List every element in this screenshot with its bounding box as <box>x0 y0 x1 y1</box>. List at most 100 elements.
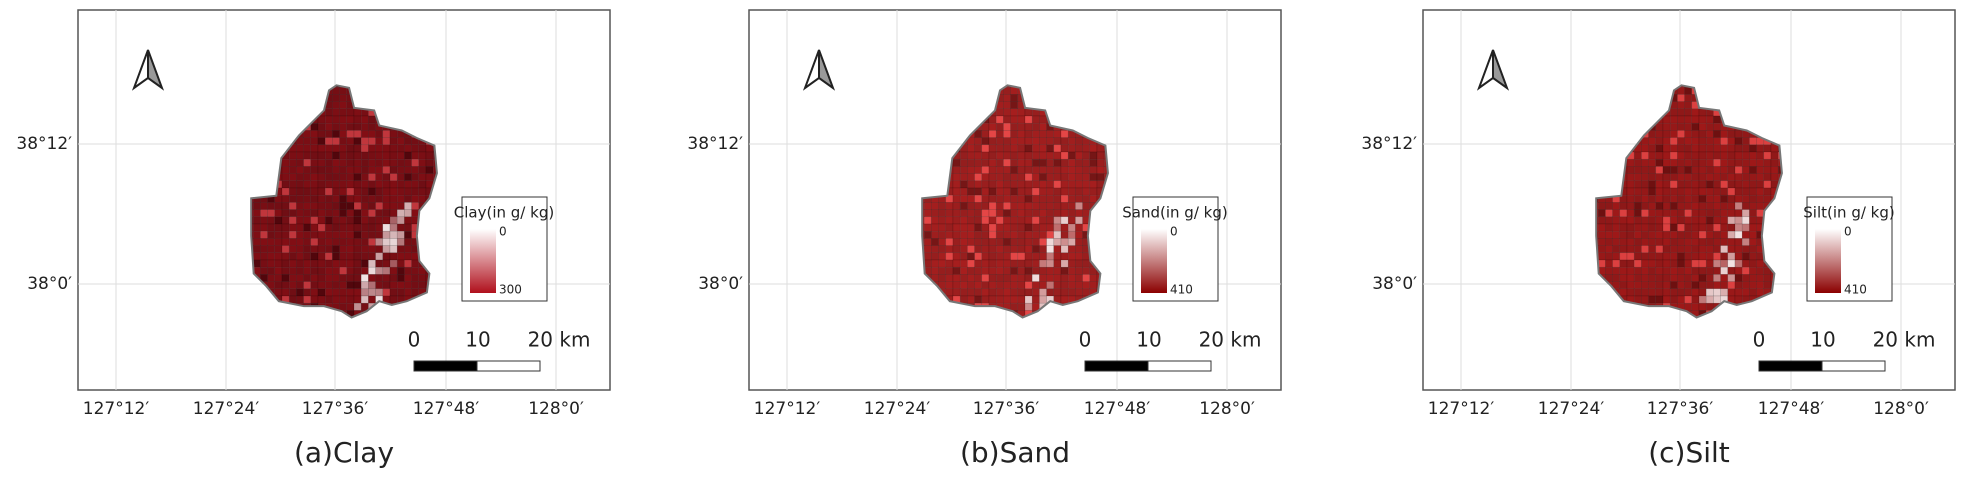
raster-cell <box>267 202 276 210</box>
raster-cell <box>1734 295 1743 304</box>
raster-cell <box>1691 202 1700 210</box>
raster-cell <box>1010 209 1019 218</box>
raster-cell <box>425 151 434 160</box>
lon-label: 127°36′ <box>973 399 1040 419</box>
raster-cell <box>310 180 319 189</box>
raster-cell <box>411 144 420 153</box>
raster-cell <box>288 266 297 275</box>
raster-cell <box>324 259 333 268</box>
raster-cell <box>1705 209 1714 218</box>
raster-cell <box>995 295 1004 304</box>
raster-cell <box>959 259 968 268</box>
raster-cell <box>332 122 340 131</box>
raster-cell <box>1067 209 1076 218</box>
raster-cell <box>339 187 348 196</box>
raster-cell <box>1684 252 1693 261</box>
raster-cell <box>346 187 355 196</box>
raster-cell <box>1756 144 1765 153</box>
raster-cell <box>353 266 362 275</box>
raster-cell <box>1046 137 1055 146</box>
raster-cell <box>952 158 961 167</box>
raster-cell <box>995 115 1004 124</box>
raster-cell <box>967 187 975 196</box>
raster-cell <box>1060 295 1069 304</box>
raster-cell <box>396 144 405 153</box>
raster-cell <box>404 209 412 218</box>
raster-cell <box>346 173 355 182</box>
raster-cell <box>1705 130 1714 138</box>
raster-cell <box>324 151 333 160</box>
raster-cell <box>346 144 355 153</box>
raster-cell <box>382 216 391 225</box>
raster-cell <box>1648 202 1657 210</box>
raster-cell <box>1662 130 1671 138</box>
lon-label: 127°48′ <box>1758 399 1825 419</box>
raster-cell <box>339 230 348 239</box>
raster-cell <box>324 245 333 254</box>
raster-cell <box>1691 122 1700 131</box>
raster-cell <box>396 266 405 275</box>
raster-cell <box>1705 281 1714 290</box>
raster-cell <box>1039 223 1047 232</box>
raster-cell <box>1060 281 1069 290</box>
raster-cell <box>368 230 376 239</box>
raster-cell <box>288 281 297 290</box>
raster-cell <box>404 158 412 167</box>
raster-cell <box>360 151 369 160</box>
raster-cell <box>995 252 1004 261</box>
raster-cell <box>1727 252 1736 261</box>
raster-cell <box>1612 259 1621 268</box>
raster-cell <box>1749 259 1757 268</box>
raster-cell <box>360 194 369 203</box>
raster-cell <box>1003 194 1011 203</box>
raster-cell <box>1626 158 1635 167</box>
raster-cell <box>1053 180 1062 189</box>
raster-cell <box>281 266 290 275</box>
raster-cell <box>389 230 398 239</box>
raster-cell <box>281 281 290 290</box>
raster-cell <box>418 151 427 160</box>
raster-cell <box>1655 230 1664 239</box>
raster-cell <box>346 245 355 254</box>
raster-cell <box>1053 238 1062 246</box>
raster-cell <box>1756 274 1765 282</box>
raster-cell <box>396 166 405 174</box>
raster-cell <box>1734 281 1743 290</box>
raster-cell <box>332 209 340 218</box>
raster-cell <box>1031 151 1040 160</box>
raster-cell <box>1024 259 1033 268</box>
raster-cell <box>1727 209 1736 218</box>
raster-cell <box>339 158 348 167</box>
raster-cell <box>1648 259 1657 268</box>
raster-cell <box>1633 238 1642 246</box>
raster-cell <box>260 245 268 254</box>
raster-cell <box>1017 173 1026 182</box>
raster-cell <box>1705 187 1714 196</box>
raster-cell <box>425 166 434 174</box>
raster-cell <box>360 137 369 146</box>
raster-cell <box>382 187 391 196</box>
raster-cell <box>303 180 312 189</box>
raster-cell <box>1705 158 1714 167</box>
raster-cell <box>382 230 391 239</box>
raster-cell <box>411 259 420 268</box>
raster-cell <box>952 187 961 196</box>
raster-cell <box>1067 187 1076 196</box>
raster-cell <box>1017 187 1026 196</box>
raster-cell <box>332 288 340 297</box>
raster-cell <box>1655 259 1664 268</box>
raster-cell <box>1605 238 1613 246</box>
raster-cell <box>382 180 391 189</box>
raster-cell <box>1677 202 1685 210</box>
raster-cell <box>988 245 997 254</box>
raster-cell <box>303 137 312 146</box>
raster-cell <box>1677 187 1685 196</box>
raster-cell <box>1003 202 1011 210</box>
raster-cell <box>1720 180 1729 189</box>
raster-cell <box>1031 180 1040 189</box>
raster-cell <box>375 180 384 189</box>
raster-cell <box>981 274 990 282</box>
raster-cell <box>274 230 283 239</box>
raster-cell <box>368 238 376 246</box>
raster-cell <box>1053 274 1062 282</box>
